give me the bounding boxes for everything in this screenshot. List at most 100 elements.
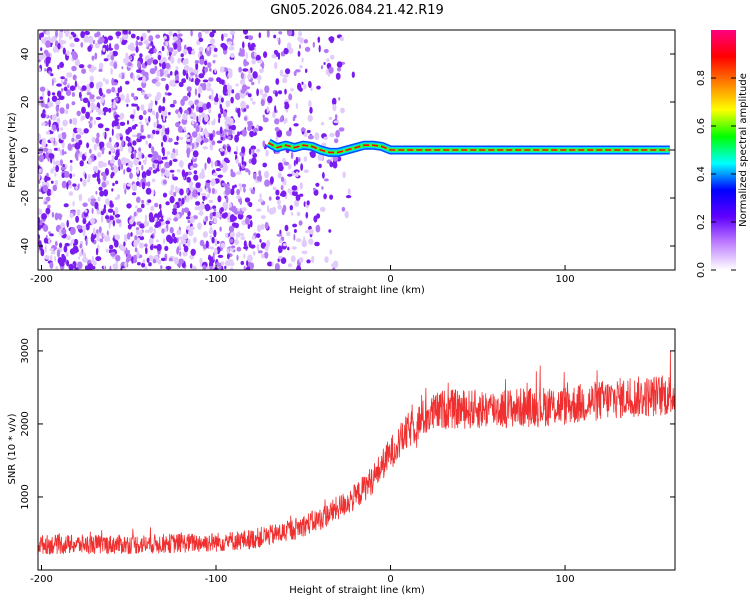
colorbar-label: Normalized spectral amplitude — [738, 73, 749, 227]
noise-speckle — [305, 211, 309, 219]
colorbar-tick-label: 0.0 — [696, 262, 707, 278]
noise-speckle — [279, 69, 284, 77]
noise-speckle — [91, 55, 95, 61]
noise-speckle — [72, 52, 79, 61]
noise-speckle — [61, 148, 65, 156]
noise-speckle — [217, 174, 223, 178]
noise-speckle — [163, 35, 167, 40]
noise-speckle — [122, 30, 128, 35]
noise-speckle — [75, 134, 82, 140]
noise-speckle — [190, 217, 195, 224]
noise-speckle — [110, 166, 114, 171]
noise-speckle — [132, 184, 136, 190]
y-tick-label: 40 — [20, 48, 31, 61]
noise-speckle — [110, 251, 116, 257]
noise-speckle — [130, 153, 135, 160]
noise-speckle — [220, 242, 226, 248]
noise-speckle — [69, 212, 74, 219]
spectrogram-y-label: Frequency (Hz) — [7, 112, 18, 188]
noise-speckle — [241, 183, 247, 188]
noise-speckle — [54, 256, 57, 262]
snr-x-label: Height of straight line (km) — [289, 585, 425, 596]
noise-speckle — [150, 41, 154, 46]
noise-speckle — [48, 237, 51, 245]
noise-speckle — [120, 246, 127, 252]
noise-speckle — [256, 148, 261, 153]
noise-speckle — [267, 95, 273, 104]
noise-speckle — [59, 107, 65, 114]
noise-speckle — [168, 236, 174, 244]
noise-speckle — [332, 104, 337, 112]
noise-speckle — [299, 65, 303, 69]
noise-speckle — [65, 235, 71, 241]
noise-speckle — [165, 62, 171, 69]
noise-speckle — [223, 212, 228, 218]
noise-speckle — [217, 195, 222, 203]
noise-speckle — [141, 199, 145, 204]
noise-speckle — [138, 41, 143, 46]
noise-speckle — [174, 141, 179, 145]
noise-speckle — [258, 126, 263, 132]
noise-speckle — [158, 218, 164, 222]
noise-speckle — [106, 54, 112, 61]
colorbar-tick-label: 0.6 — [696, 118, 707, 134]
noise-speckle — [251, 101, 256, 105]
noise-speckle — [66, 259, 70, 267]
noise-speckle — [295, 102, 298, 110]
noise-speckle — [212, 60, 216, 64]
noise-speckle — [128, 55, 132, 60]
noise-speckle — [175, 74, 180, 83]
noise-speckle — [249, 220, 253, 228]
noise-speckle — [290, 151, 294, 160]
noise-speckle — [100, 215, 104, 224]
noise-speckle — [97, 123, 104, 129]
noise-speckle — [104, 215, 110, 220]
noise-speckle — [282, 77, 288, 84]
noise-speckle — [261, 61, 265, 70]
noise-speckle — [198, 37, 204, 43]
noise-speckle — [206, 87, 212, 92]
noise-speckle — [317, 153, 324, 161]
noise-speckle — [272, 186, 277, 191]
noise-speckle — [130, 232, 133, 237]
noise-speckle — [231, 89, 235, 94]
noise-speckle — [305, 230, 309, 234]
noise-speckle — [79, 252, 83, 257]
noise-speckle — [175, 121, 180, 128]
noise-speckle — [148, 35, 154, 42]
noise-speckle — [84, 173, 87, 180]
noise-speckle — [143, 159, 147, 166]
noise-speckle — [337, 67, 341, 72]
noise-speckle — [175, 148, 179, 157]
noise-speckle — [132, 74, 135, 82]
noise-speckle — [186, 86, 192, 92]
noise-speckle — [38, 67, 41, 73]
noise-speckle — [274, 263, 280, 270]
noise-speckle — [38, 133, 42, 141]
noise-speckle — [123, 169, 126, 175]
noise-speckle — [112, 182, 115, 187]
noise-speckle — [127, 146, 132, 154]
noise-speckle — [142, 110, 147, 116]
noise-speckle — [308, 80, 312, 88]
noise-speckle — [150, 133, 154, 140]
noise-speckle — [118, 222, 122, 228]
noise-speckle — [159, 209, 162, 217]
noise-speckle — [204, 66, 209, 73]
noise-speckle — [133, 240, 138, 248]
noise-speckle — [55, 104, 60, 113]
noise-speckle — [185, 134, 190, 138]
noise-speckle — [235, 83, 239, 87]
noise-speckle — [186, 147, 191, 156]
noise-speckle — [119, 37, 123, 44]
noise-speckle — [60, 166, 67, 171]
noise-speckle — [181, 78, 187, 84]
noise-speckle — [223, 157, 229, 163]
noise-speckle — [148, 167, 153, 171]
noise-speckle — [161, 106, 166, 112]
noise-speckle — [69, 185, 72, 189]
noise-speckle — [287, 173, 293, 177]
noise-speckle — [132, 140, 137, 146]
noise-speckle — [180, 238, 187, 245]
noise-speckle — [220, 97, 224, 103]
